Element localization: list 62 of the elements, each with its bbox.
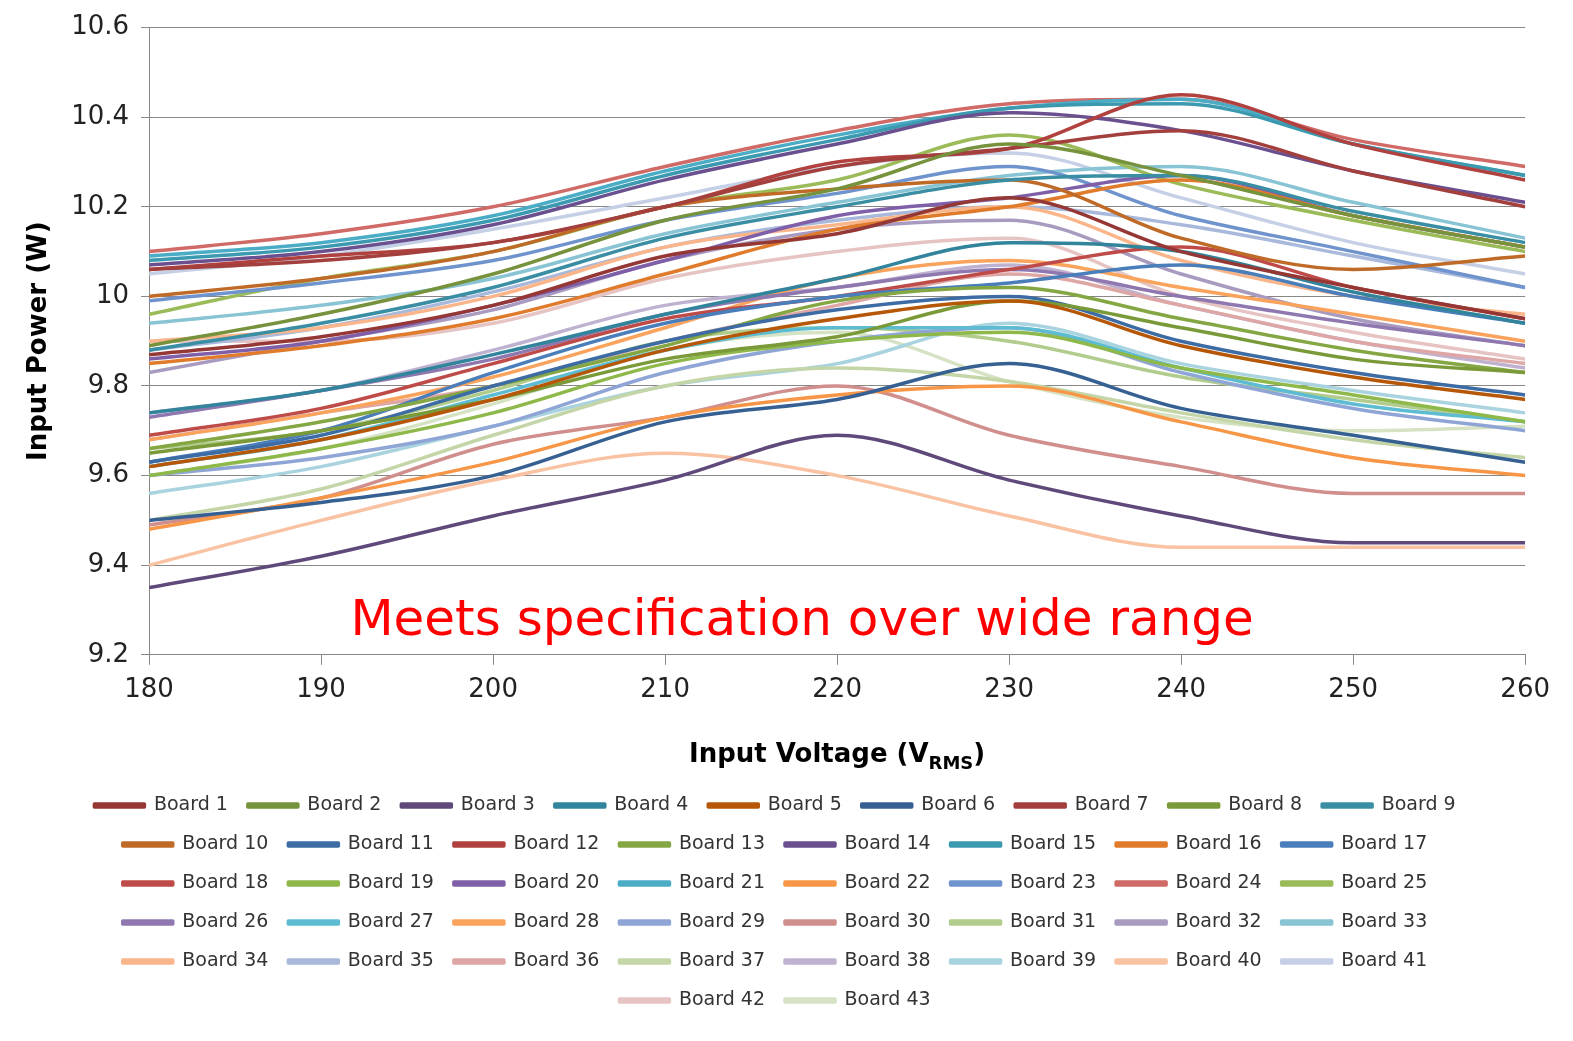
legend-label: Board 21 [678, 870, 766, 893]
y-tick-label: 10.2 [71, 189, 130, 220]
legend-label: Board 33 [1341, 909, 1428, 932]
legend-label: Board 36 [513, 948, 600, 971]
legend-label: Board 37 [678, 948, 766, 971]
annotation: Meets specification over wide range [350, 588, 1254, 647]
x-tick-label: 240 [1156, 673, 1206, 704]
legend-label: Board 13 [678, 831, 766, 854]
x-tick-label: 190 [296, 673, 346, 704]
x-tick-label: 260 [1500, 673, 1551, 704]
legend-label: Board 23 [1010, 870, 1097, 893]
legend-label: Board 32 [1175, 909, 1262, 932]
legend-label: Board 28 [513, 909, 600, 932]
legend-label: Board 39 [1010, 948, 1097, 971]
y-tick-label: 9.2 [87, 637, 130, 668]
legend-label: Board 4 [614, 792, 689, 815]
y-tick-label: 10.6 [71, 10, 130, 41]
legend-label: Board 34 [182, 948, 269, 971]
x-tick-label: 200 [468, 673, 518, 704]
legend-label: Board 3 [460, 792, 535, 815]
x-tick-label: 230 [984, 673, 1034, 704]
y-axis-title: Input Power (W) [22, 221, 53, 462]
legend-label: Board 26 [182, 909, 269, 932]
y-tick-label: 10.4 [71, 99, 130, 130]
y-tick-label: 9.6 [87, 458, 130, 489]
legend-label: Board 16 [1175, 831, 1262, 854]
legend-label: Board 35 [347, 948, 434, 971]
legend-label: Board 9 [1381, 792, 1456, 815]
legend-label: Board 38 [844, 948, 931, 971]
legend-label: Board 1 [153, 792, 228, 815]
legend-label: Board 5 [767, 792, 842, 815]
legend-label: Board 18 [182, 870, 269, 893]
legend-label: Board 11 [347, 831, 434, 854]
y-tick-label: 10 [96, 279, 130, 310]
legend-label: Board 29 [678, 909, 766, 932]
legend-label: Board 8 [1228, 792, 1303, 815]
legend-label: Board 43 [844, 987, 931, 1010]
legend-label: Board 12 [513, 831, 600, 854]
legend-label: Board 42 [678, 987, 766, 1010]
legend-label: Board 10 [182, 831, 269, 854]
legend-label: Board 7 [1074, 792, 1149, 815]
legend-label: Board 41 [1341, 948, 1428, 971]
legend-label: Board 6 [921, 792, 996, 815]
legend-label: Board 22 [844, 870, 931, 893]
y-tick-label: 9.4 [87, 547, 130, 578]
legend-label: Board 24 [1175, 870, 1262, 893]
legend-label: Board 14 [844, 831, 931, 854]
x-tick-label: 220 [812, 673, 862, 704]
legend-label: Board 31 [1010, 909, 1097, 932]
legend-label: Board 17 [1341, 831, 1428, 854]
legend-label: Board 25 [1341, 870, 1428, 893]
legend-label: Board 15 [1010, 831, 1097, 854]
x-tick-label: 210 [640, 673, 690, 704]
legend-label: Board 2 [307, 792, 382, 815]
legend-label: Board 40 [1175, 948, 1262, 971]
legend-label: Board 30 [844, 909, 931, 932]
y-tick-label: 9.8 [87, 368, 130, 399]
x-tick-label: 250 [1328, 673, 1378, 704]
legend-label: Board 20 [513, 870, 600, 893]
legend-label: Board 19 [347, 870, 434, 893]
x-tick-label: 180 [124, 673, 174, 704]
legend-label: Board 27 [347, 909, 434, 932]
